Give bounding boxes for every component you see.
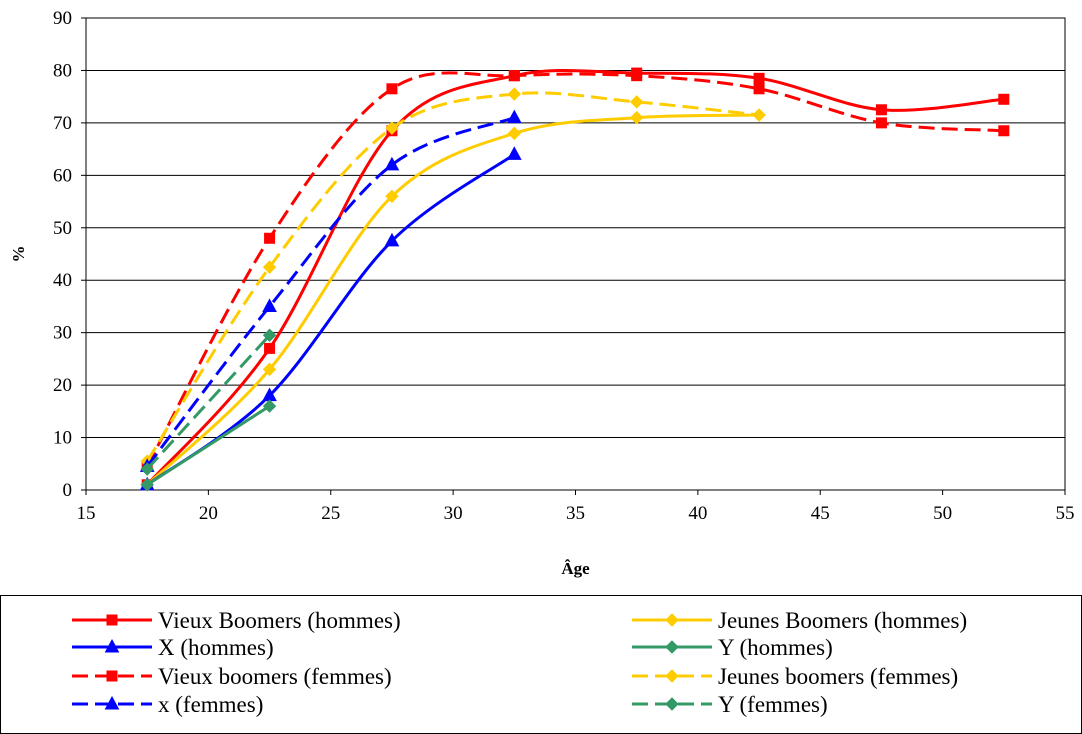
y-axis-title: % <box>9 246 28 263</box>
legend-marker <box>665 613 679 627</box>
data-point-triangle <box>506 146 522 160</box>
legend-marker <box>665 697 679 711</box>
series-2 <box>139 146 522 491</box>
data-point-square <box>508 70 520 82</box>
legend-item: Y (femmes) <box>632 692 828 717</box>
series-line <box>146 404 271 487</box>
data-point-square <box>631 70 643 82</box>
legend-label: Vieux boomers (femmes) <box>158 664 392 689</box>
data-point-square <box>998 125 1010 137</box>
legend-label: Y (hommes) <box>718 635 833 660</box>
y-tick-label: 30 <box>53 323 72 344</box>
legend-label: X (hommes) <box>158 635 274 660</box>
series-line <box>146 334 271 471</box>
series-line <box>145 116 515 468</box>
data-point-square <box>264 342 276 354</box>
legend-marker <box>665 640 679 654</box>
y-tick-label: 90 <box>53 8 72 29</box>
data-point-triangle <box>384 156 400 171</box>
y-tick-label: 10 <box>53 428 72 449</box>
plot-area-frame <box>85 17 1066 491</box>
data-point-diamond <box>507 126 522 141</box>
series-0 <box>141 67 1010 491</box>
legend-item: Jeunes Boomers (hommes) <box>632 608 967 633</box>
data-point-square <box>875 104 887 116</box>
data-point-diamond <box>262 260 277 274</box>
series-7 <box>140 328 277 476</box>
legend-marker <box>665 669 679 683</box>
data-point-diamond <box>507 87 522 101</box>
series-line <box>145 91 760 462</box>
legend-marker <box>106 670 118 682</box>
data-point-diamond <box>262 362 277 377</box>
data-point-diamond <box>140 462 154 476</box>
data-point-square <box>998 93 1010 105</box>
legend-label: Jeunes boomers (femmes) <box>718 664 958 689</box>
legend-item: X (hommes) <box>72 635 274 660</box>
series-6 <box>139 109 522 472</box>
data-point-diamond <box>262 399 277 413</box>
data-point-diamond <box>262 328 277 342</box>
legend-item: Vieux boomers (femmes) <box>72 664 392 689</box>
y-tick-label: 60 <box>53 165 72 186</box>
series-3 <box>140 399 277 492</box>
data-point-diamond <box>629 95 644 109</box>
axis-ticks: 0 10 20 30 40 50 60 70 80 90 15 20 25 30 35 40 45 50 55 <box>53 8 1075 524</box>
series-line <box>146 113 760 486</box>
x-tick-label: 45 <box>811 503 830 524</box>
legend-label: Y (femmes) <box>718 692 828 717</box>
legend-item: Jeunes boomers (femmes) <box>632 664 958 689</box>
data-point-triangle <box>384 232 400 247</box>
legend-item: Vieux Boomers (hommes) <box>72 608 401 633</box>
data-point-diamond <box>385 121 399 135</box>
legend-box <box>0 595 1082 734</box>
legend-marker <box>104 695 120 710</box>
data-point-square <box>753 72 765 84</box>
data-point-square <box>753 83 765 95</box>
data-point-diamond <box>752 108 766 122</box>
x-axis-title: Âge <box>561 559 590 578</box>
x-tick-label: 15 <box>77 503 96 524</box>
legend-label: Vieux Boomers (hommes) <box>158 608 401 633</box>
legend-label: x (femmes) <box>158 692 263 717</box>
y-tick-label: 50 <box>53 218 72 239</box>
x-tick-label: 40 <box>688 503 707 524</box>
x-tick-label: 20 <box>199 503 218 524</box>
x-tick-label: 30 <box>444 503 463 524</box>
data-point-diamond <box>385 189 399 204</box>
series-layer <box>139 67 1010 492</box>
data-point-square <box>264 232 276 244</box>
legend-label: Jeunes Boomers (hommes) <box>718 608 967 633</box>
series-5 <box>140 87 766 468</box>
legend-item: x (femmes) <box>72 692 263 717</box>
x-tick-label: 55 <box>1056 503 1075 524</box>
data-point-diamond <box>140 478 154 492</box>
grid-lines <box>86 69 1065 439</box>
data-point-triangle <box>506 109 522 124</box>
y-tick-label: 40 <box>53 270 72 291</box>
data-point-triangle <box>262 298 277 312</box>
series-line <box>145 71 1004 468</box>
data-point-diamond <box>629 110 644 125</box>
data-point-square <box>386 83 398 95</box>
series-line <box>146 68 1004 486</box>
legend-marker <box>104 638 120 653</box>
legend-item: Y (hommes) <box>632 635 833 660</box>
y-tick-label: 70 <box>53 113 72 134</box>
y-tick-label: 80 <box>53 60 72 81</box>
y-tick-label: 20 <box>53 375 72 396</box>
legend: Vieux Boomers (hommes) Jeunes Boomers (ho… <box>72 608 967 717</box>
x-tick-label: 25 <box>321 503 340 524</box>
y-tick-label: 0 <box>63 480 73 501</box>
legend-marker <box>106 614 118 626</box>
x-tick-label: 50 <box>933 503 952 524</box>
data-point-square <box>875 117 887 129</box>
x-tick-label: 35 <box>566 503 585 524</box>
